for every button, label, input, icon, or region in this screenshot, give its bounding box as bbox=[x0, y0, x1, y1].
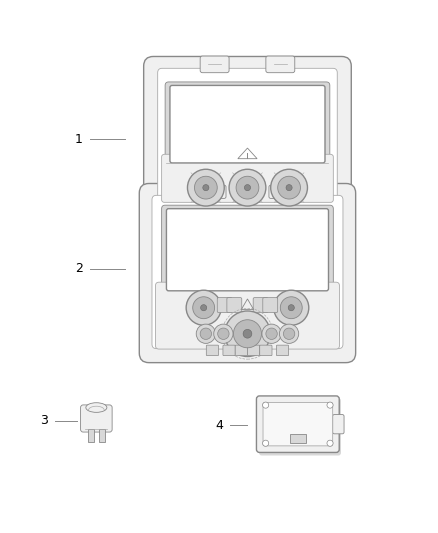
Text: 1: 1 bbox=[75, 133, 83, 146]
Circle shape bbox=[283, 328, 295, 340]
FancyBboxPatch shape bbox=[166, 209, 328, 291]
Circle shape bbox=[263, 402, 268, 408]
Circle shape bbox=[203, 184, 209, 191]
FancyBboxPatch shape bbox=[333, 415, 344, 434]
Circle shape bbox=[229, 169, 266, 206]
Circle shape bbox=[279, 324, 299, 343]
FancyBboxPatch shape bbox=[247, 345, 260, 356]
Circle shape bbox=[263, 440, 268, 446]
Circle shape bbox=[271, 169, 307, 206]
Circle shape bbox=[327, 440, 333, 446]
FancyBboxPatch shape bbox=[259, 398, 341, 456]
Bar bbox=[88, 429, 94, 442]
FancyBboxPatch shape bbox=[162, 205, 333, 294]
FancyBboxPatch shape bbox=[235, 345, 247, 356]
FancyBboxPatch shape bbox=[269, 185, 292, 198]
FancyBboxPatch shape bbox=[223, 345, 235, 356]
FancyBboxPatch shape bbox=[81, 405, 112, 432]
Circle shape bbox=[225, 311, 270, 357]
FancyBboxPatch shape bbox=[152, 195, 343, 349]
Circle shape bbox=[233, 320, 261, 348]
Circle shape bbox=[218, 328, 229, 340]
Text: 4: 4 bbox=[215, 418, 223, 432]
FancyBboxPatch shape bbox=[170, 85, 325, 163]
FancyBboxPatch shape bbox=[155, 282, 339, 349]
Circle shape bbox=[244, 184, 251, 191]
Circle shape bbox=[278, 176, 300, 199]
FancyBboxPatch shape bbox=[257, 396, 339, 453]
FancyBboxPatch shape bbox=[158, 68, 337, 202]
FancyBboxPatch shape bbox=[260, 345, 272, 356]
Circle shape bbox=[262, 324, 281, 343]
Circle shape bbox=[194, 176, 217, 199]
FancyBboxPatch shape bbox=[276, 345, 289, 356]
FancyBboxPatch shape bbox=[217, 297, 232, 312]
FancyBboxPatch shape bbox=[200, 56, 229, 72]
Circle shape bbox=[201, 305, 207, 311]
Circle shape bbox=[286, 184, 292, 191]
Text: 3: 3 bbox=[40, 414, 48, 427]
Bar bbox=[99, 429, 105, 442]
FancyBboxPatch shape bbox=[144, 56, 351, 218]
Circle shape bbox=[196, 324, 215, 343]
Circle shape bbox=[266, 328, 277, 340]
FancyBboxPatch shape bbox=[139, 183, 356, 362]
FancyBboxPatch shape bbox=[266, 56, 295, 72]
Circle shape bbox=[280, 297, 302, 319]
FancyBboxPatch shape bbox=[203, 185, 226, 198]
FancyBboxPatch shape bbox=[263, 297, 278, 312]
FancyBboxPatch shape bbox=[165, 82, 330, 166]
Circle shape bbox=[327, 402, 333, 408]
Circle shape bbox=[200, 328, 212, 340]
Circle shape bbox=[243, 329, 252, 338]
FancyBboxPatch shape bbox=[263, 402, 333, 446]
FancyBboxPatch shape bbox=[227, 297, 242, 312]
Circle shape bbox=[274, 290, 309, 325]
Circle shape bbox=[288, 305, 294, 311]
Circle shape bbox=[186, 290, 221, 325]
Bar bbox=[290, 434, 306, 443]
Ellipse shape bbox=[86, 403, 107, 413]
Circle shape bbox=[193, 297, 215, 319]
FancyBboxPatch shape bbox=[206, 345, 219, 356]
Circle shape bbox=[187, 169, 224, 206]
Circle shape bbox=[236, 176, 259, 199]
FancyBboxPatch shape bbox=[253, 297, 268, 312]
Circle shape bbox=[214, 324, 233, 343]
FancyBboxPatch shape bbox=[236, 185, 259, 198]
FancyBboxPatch shape bbox=[162, 155, 333, 203]
Text: 2: 2 bbox=[75, 262, 83, 275]
